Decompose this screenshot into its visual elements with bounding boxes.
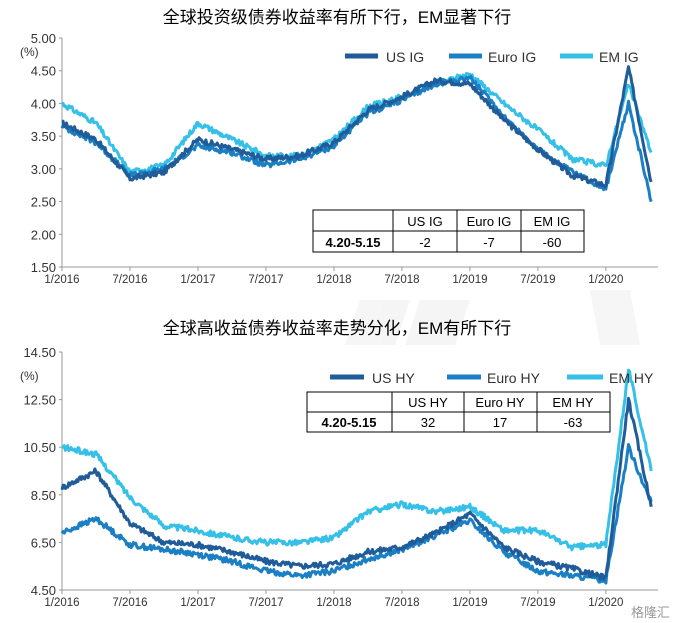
x-tick-label: 1/2017 [180, 597, 215, 609]
x-tick-label: 1/2019 [452, 274, 487, 286]
y-tick-label: 8.50 [31, 488, 56, 503]
x-tick-label: 1/2017 [180, 274, 215, 286]
y-tick-label: 14.50 [23, 345, 56, 360]
x-axis-ticks: 1/2016 7/2016 1/2017 7/2017 1/2018 7/2018 1/20… [44, 590, 623, 609]
x-tick-label: 7/2016 [112, 597, 147, 609]
x-tick-label: 1/2018 [316, 597, 351, 609]
y-tick-label: 2.00 [31, 227, 56, 242]
x-tick-label: 7/2016 [112, 274, 147, 286]
table-header-em-hy: EM HY [552, 395, 594, 410]
table-value-em-ig: -60 [543, 235, 562, 250]
legend: US IG Euro IG EM IG [345, 49, 639, 65]
background-watermark [345, 290, 640, 345]
y-tick-label: 4.50 [31, 583, 56, 598]
x-tick-label: 7/2018 [384, 597, 419, 609]
legend-label-em-ig: EM IG [599, 49, 639, 65]
chart-high-yield: 全球高收益债券收益率走势分化，EM有所下行 (%) 14.50 12.50 10.5… [20, 319, 658, 609]
x-tick-label: 1/2018 [316, 274, 351, 286]
table-row-label: 4.20-5.15 [322, 415, 377, 430]
y-tick-label: 5.00 [31, 31, 56, 46]
table-value-us-hy: 32 [421, 415, 435, 430]
table-row-label: 4.20-5.15 [326, 235, 381, 250]
y-tick-label: 1.50 [31, 260, 56, 275]
table-header-euro-ig: Euro IG [467, 214, 512, 229]
chart-investment-grade: 全球投资级债券收益率有所下行，EM显著下行 (%) 5.00 4.50 4.00 3.… [20, 8, 658, 286]
series-lines [60, 368, 653, 585]
legend-label-us-ig: US IG [386, 49, 424, 65]
x-tick-label: 1/2016 [44, 274, 79, 286]
legend: US HY Euro HY EM HY [330, 370, 654, 386]
y-unit-label: (%) [20, 369, 39, 383]
table-value-euro-ig: -7 [483, 235, 495, 250]
x-tick-label: 1/2016 [44, 597, 79, 609]
legend-label-euro-hy: Euro HY [487, 370, 541, 386]
watermark-logo: 格隆汇 [631, 602, 670, 621]
legend-label-euro-ig: Euro IG [488, 49, 536, 65]
x-tick-label: 1/2020 [588, 597, 623, 609]
y-axis-ticks: 5.00 4.50 4.00 3.50 3.00 2.50 2.00 1.50 [31, 31, 62, 275]
y-tick-label: 3.50 [31, 129, 56, 144]
x-tick-label: 1/2019 [452, 597, 487, 609]
series-line-euro-hy [60, 443, 653, 585]
x-tick-label: 7/2018 [384, 274, 419, 286]
series-line-us-ig [61, 65, 653, 188]
series-line-us-hy [60, 396, 653, 581]
chart-title: 全球高收益债券收益率走势分化，EM有所下行 [163, 319, 512, 338]
table-header-em-ig: EM IG [534, 214, 571, 229]
chart-title: 全球投资级债券收益率有所下行，EM显著下行 [163, 8, 512, 27]
y-tick-label: 4.50 [31, 64, 56, 79]
change-table: US HY Euro HY EM HY 4.20-5.15 32 17 -63 [306, 391, 611, 433]
x-tick-label: 1/2020 [588, 274, 623, 286]
table-header-us-ig: US IG [407, 214, 442, 229]
y-tick-label: 12.50 [23, 393, 56, 408]
series-lines [60, 65, 653, 203]
y-tick-label: 3.00 [31, 162, 56, 177]
table-value-euro-hy: 17 [493, 415, 507, 430]
watermark-text: 格隆汇 [630, 605, 670, 620]
series-line-euro-ig [60, 74, 653, 203]
table-header-euro-hy: Euro HY [475, 395, 524, 410]
y-tick-label: 10.50 [23, 440, 56, 455]
legend-label-em-hy: EM HY [609, 370, 654, 386]
y-axis-ticks: 14.50 12.50 10.50 8.50 6.50 4.50 [23, 345, 62, 598]
table-value-us-ig: -2 [419, 235, 431, 250]
change-table: US IG Euro IG EM IG 4.20-5.15 -2 -7 -60 [312, 209, 585, 253]
series-line-em-hy [60, 368, 653, 552]
x-tick-label: 7/2017 [248, 597, 283, 609]
x-tick-label: 7/2019 [520, 274, 555, 286]
x-tick-label: 7/2017 [248, 274, 283, 286]
y-tick-label: 4.00 [31, 96, 56, 111]
y-tick-label: 2.50 [31, 195, 56, 210]
y-unit-label: (%) [20, 45, 39, 59]
legend-label-us-hy: US HY [372, 370, 415, 386]
x-axis-ticks: 1/2016 7/2016 1/2017 7/2017 1/2018 7/2018 1/20… [44, 267, 623, 286]
y-tick-label: 6.50 [31, 535, 56, 550]
x-tick-label: 7/2019 [520, 597, 555, 609]
table-header-us-hy: US HY [408, 395, 448, 410]
table-value-em-hy: -63 [564, 415, 583, 430]
